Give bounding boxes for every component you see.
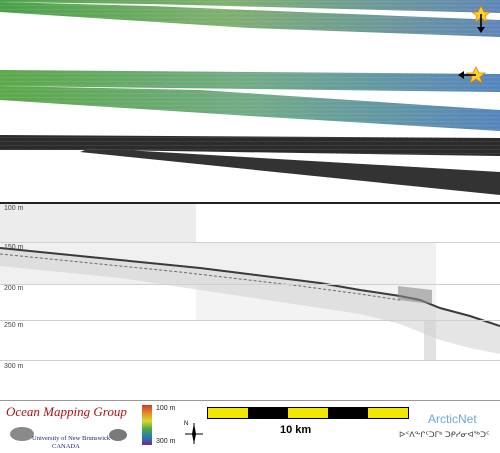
- backscatter-strip: [80, 148, 500, 195]
- profile-image: [0, 204, 500, 360]
- ship-marker-icon: [470, 5, 492, 33]
- multibeam-swath-view: [0, 0, 500, 202]
- scale-bar: [207, 407, 409, 419]
- panel-divider: [0, 202, 500, 204]
- unb-name: University of New Brunswick: [32, 435, 111, 442]
- depth-label: 300 m: [4, 363, 24, 370]
- arcticnet-logo: ArcticNet: [428, 412, 477, 426]
- ship-marker-icon: [458, 66, 487, 84]
- swath-image: [0, 0, 500, 195]
- depth-gridline: [0, 284, 500, 285]
- arcticnet-subtitle: ᐅᑉᐱᖕᒋᑦᑐᒥᒃ ᑐᑭᓯᓂᐊᖅᑐᑦ: [399, 430, 490, 439]
- depth-label: 200 m: [4, 285, 24, 292]
- subbottom-profile-view: 100 m 150 m 200 m 250 m 300 m: [0, 204, 500, 400]
- depth-label: 150 m: [4, 244, 24, 251]
- depth-gridline: [0, 360, 500, 361]
- seabed-reflector: [0, 247, 500, 327]
- scale-label: 10 km: [280, 424, 312, 436]
- logo-graphic: [10, 427, 127, 441]
- depth-colorbar: [142, 405, 152, 445]
- north-arrow-icon: [185, 423, 203, 444]
- north-label: N: [184, 421, 189, 427]
- colorbar-bottom-label: 300 m: [156, 438, 176, 445]
- unb-country: CANADA: [52, 443, 80, 450]
- depth-label: 100 m: [4, 205, 24, 212]
- depth-gridline: [0, 320, 500, 321]
- colorbar-top-label: 100 m: [156, 405, 176, 412]
- ocean-mapping-group-logo: Ocean Mapping Group: [6, 404, 127, 419]
- depth-gridline: [0, 242, 500, 243]
- depth-label: 250 m: [4, 322, 24, 329]
